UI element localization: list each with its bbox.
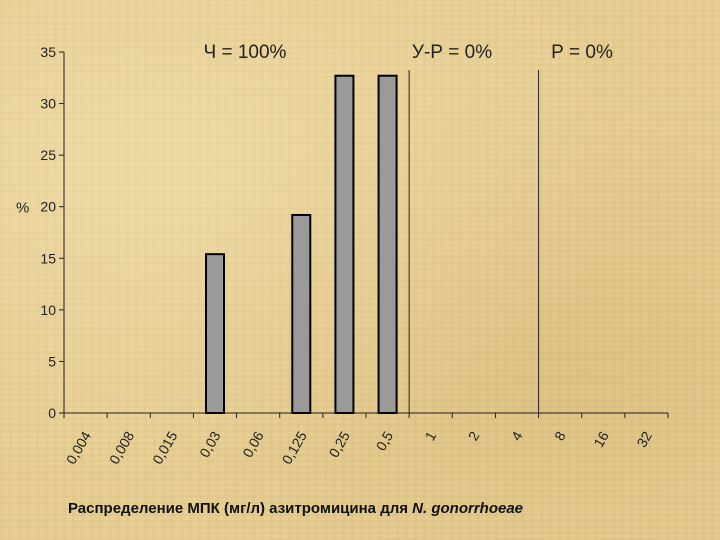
bar <box>377 74 398 414</box>
breakpoint-lines <box>408 70 540 413</box>
x-tick-label: 0,008 <box>106 428 137 467</box>
bar <box>205 253 225 414</box>
y-tick-label: 0 <box>48 405 56 421</box>
y-axis: 0 5 10 15 20 25 30 35% <box>16 44 65 421</box>
bar <box>291 213 312 414</box>
chart-caption: Распределение МПК (мг/л) азитромицина дл… <box>68 500 523 517</box>
y-tick-label: 35 <box>40 44 56 60</box>
x-tick-label: 16 <box>590 428 612 450</box>
x-tick-label: 0,015 <box>149 428 180 467</box>
zone-label: Р = 0% <box>551 42 613 63</box>
caption-species: N. gonorrhoeae <box>412 500 524 517</box>
x-tick-label: 32 <box>633 428 655 450</box>
x-axis: 0,004 0,008 0,015 0,03 0,06 0,125 0,25 0,5 1 2 4 8 1… <box>63 412 669 467</box>
y-tick-label: 20 <box>40 199 56 215</box>
x-tick-label: 4 <box>508 428 526 443</box>
x-tick-label: 8 <box>551 428 569 443</box>
x-tick-label: 0,004 <box>63 428 94 467</box>
y-axis-label: % <box>16 200 29 217</box>
y-tick-label: 10 <box>40 302 56 318</box>
y-tick-label: 30 <box>40 96 56 112</box>
x-tick-label: 0,5 <box>373 428 397 453</box>
y-tick-label: 25 <box>40 147 56 163</box>
zone-label: Ч = 100% <box>204 42 287 63</box>
x-tick-label: 1 <box>422 428 440 443</box>
caption-main: Распределение МПК (мг/л) азитромицина дл… <box>68 500 413 517</box>
zone-label: У-Р = 0% <box>412 42 492 63</box>
x-tick-label: 0,03 <box>196 428 224 460</box>
x-tick-label: 0,06 <box>239 428 267 460</box>
zone-labels: Ч = 100% У-Р = 0% Р = 0% <box>204 42 613 63</box>
y-tick-label: 15 <box>40 250 56 266</box>
bar <box>334 74 355 414</box>
y-tick-label: 5 <box>48 353 56 369</box>
bars <box>205 74 398 414</box>
x-tick-label: 2 <box>465 428 483 443</box>
x-tick-label: 0,125 <box>279 428 310 467</box>
x-tick-label: 0,25 <box>326 428 354 460</box>
